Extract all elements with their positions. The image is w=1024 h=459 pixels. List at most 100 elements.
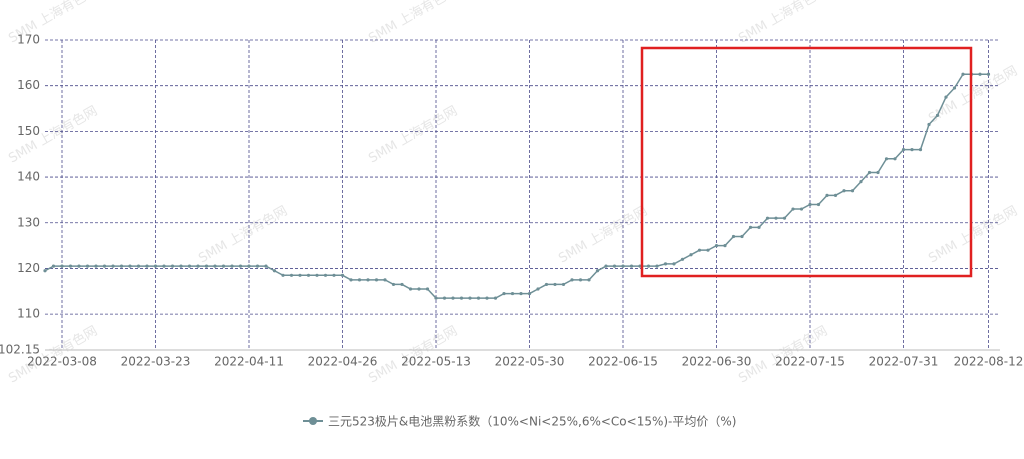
data-point	[825, 193, 829, 197]
data-point	[544, 282, 549, 287]
x-tick-label: 2022-05-30	[495, 355, 565, 369]
data-point	[595, 269, 600, 273]
data-point	[170, 264, 175, 268]
y-tick-label: 160	[17, 78, 40, 92]
data-point	[867, 170, 872, 175]
data-point	[587, 278, 591, 282]
data-point	[60, 264, 64, 268]
data-point	[927, 122, 931, 127]
data-point	[434, 296, 438, 300]
data-point	[978, 72, 982, 76]
watermark: SMM 上海有色网	[366, 0, 460, 46]
y-tick-label: 102.15	[0, 343, 40, 357]
data-point	[799, 207, 804, 211]
data-point	[808, 202, 812, 207]
watermark: SMM 上海有色网	[926, 203, 1020, 267]
data-point	[187, 264, 192, 268]
data-point	[629, 264, 634, 268]
data-point	[774, 216, 778, 220]
data-point	[374, 278, 379, 282]
y-tick-label: 120	[17, 261, 40, 275]
data-point	[238, 264, 243, 268]
watermarks: SMM 上海有色网 SMM 上海有色网 SMM 上海有色网 SMM 上海有色网 …	[6, 0, 1020, 386]
data-point	[561, 282, 566, 287]
data-point	[357, 278, 362, 282]
data-point	[663, 262, 668, 266]
highlight-box	[640, 46, 973, 278]
data-point	[255, 264, 260, 268]
data-point	[230, 264, 234, 268]
data-point	[536, 287, 540, 291]
data-point	[247, 264, 251, 268]
data-point	[612, 264, 617, 268]
data-point	[162, 264, 166, 268]
data-point	[986, 72, 991, 76]
data-point	[910, 148, 914, 152]
y-tick-label: 150	[17, 124, 40, 138]
data-point	[791, 207, 795, 211]
data-point	[621, 264, 625, 268]
data-point	[221, 264, 226, 268]
data-point	[553, 282, 557, 287]
data-point	[893, 157, 897, 161]
data-point	[493, 296, 498, 300]
data-point	[901, 148, 906, 152]
data-point	[468, 296, 472, 300]
data-point	[204, 264, 209, 268]
watermark: SMM 上海有色网	[736, 0, 830, 46]
data-point	[43, 269, 47, 273]
data-point	[111, 264, 115, 268]
data-point	[400, 282, 404, 287]
data-point	[68, 264, 73, 268]
data-point	[476, 296, 481, 300]
data-point	[689, 253, 693, 257]
data-point	[961, 72, 965, 76]
data-point	[748, 225, 753, 229]
data-point	[85, 264, 90, 268]
watermark: SMM 上海有色网	[196, 203, 290, 267]
data-point	[408, 287, 413, 291]
x-tick-label: 2022-03-23	[121, 355, 191, 369]
data-point	[723, 244, 727, 248]
x-tick-label: 2022-08-12	[954, 355, 1024, 369]
data-point	[442, 296, 447, 300]
watermark: SMM 上海有色网	[556, 203, 650, 267]
x-tick-label: 2022-06-30	[682, 355, 752, 369]
data-point	[765, 216, 770, 220]
data-point	[417, 287, 421, 291]
data-point	[510, 291, 515, 296]
data-point	[952, 86, 957, 90]
data-point	[383, 278, 387, 282]
y-tick-label: 130	[17, 215, 40, 229]
data-point	[680, 257, 685, 261]
data-point	[425, 287, 430, 291]
watermark: SMM 上海有色网	[366, 103, 460, 167]
x-tick-label: 2022-05-13	[401, 355, 471, 369]
y-tick-label: 110	[17, 307, 40, 321]
data-point	[876, 170, 880, 175]
data-point	[757, 225, 761, 229]
data-point	[918, 148, 923, 152]
data-point	[519, 291, 523, 296]
legend-label: 三元523极片&电池黑粉系数（10%<Ni<25%,6%<Co<15%)-平均价…	[328, 414, 736, 429]
data-point	[136, 264, 141, 268]
data-point	[153, 264, 158, 268]
x-tick-label: 2022-03-08	[27, 355, 97, 369]
data-point	[731, 234, 736, 239]
legend-marker	[309, 417, 317, 425]
data-point	[213, 264, 217, 268]
data-point	[51, 264, 56, 268]
data-point	[179, 264, 183, 268]
series-line	[44, 73, 989, 299]
data-point	[944, 95, 948, 99]
data-point	[714, 244, 719, 248]
data-point	[859, 180, 863, 184]
data-point	[833, 193, 838, 197]
data-point	[527, 291, 532, 296]
data-point	[281, 273, 285, 277]
data-point	[145, 264, 149, 268]
legend: 三元523极片&电池黑粉系数（10%<Ni<25%,6%<Co<15%)-平均价…	[303, 414, 736, 429]
data-point	[578, 278, 583, 282]
data-point	[323, 273, 328, 277]
data-point	[332, 273, 336, 277]
